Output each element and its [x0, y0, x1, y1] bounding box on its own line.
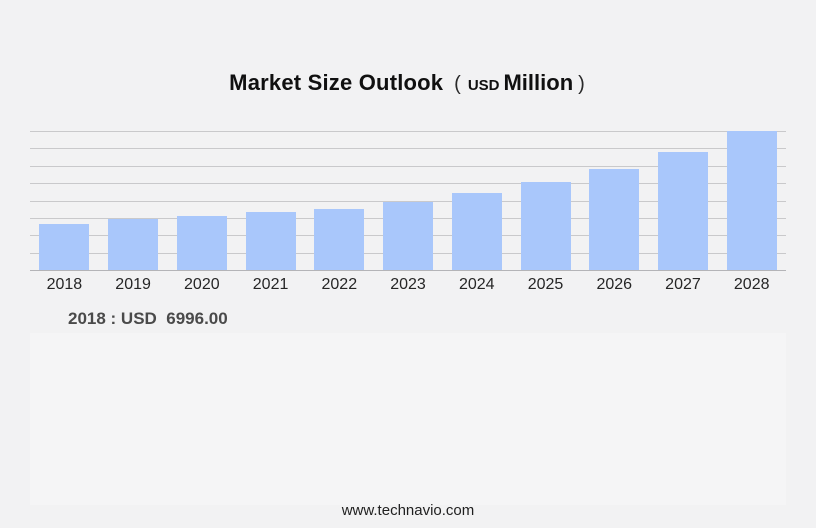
stats-panel: 12.94% 2024 Year-over-Year ACCELERATING … — [30, 333, 786, 505]
bar-slot-2021 — [236, 131, 305, 270]
gridline — [30, 165, 786, 167]
bar-slot-2019 — [99, 131, 168, 270]
bar-2021 — [245, 211, 296, 270]
bar-slot-2023 — [374, 131, 443, 270]
base-year-value: 2018 : USD 6996.00 — [68, 309, 228, 328]
bar-2028 — [726, 131, 777, 270]
bar-2018 — [39, 224, 90, 270]
title-paren-open: ( — [454, 73, 461, 96]
bar-2022 — [314, 208, 365, 270]
bar-slot-2027 — [649, 131, 718, 270]
page-title: Market Size Outlook ( USD Million) — [0, 61, 816, 98]
bar-slot-2018 — [30, 131, 99, 270]
bar-2019 — [108, 219, 159, 270]
x-axis-line — [30, 270, 786, 271]
title-paren-close: ) — [578, 73, 585, 96]
bar-slot-2025 — [511, 131, 580, 270]
bar-slot-2026 — [580, 131, 649, 270]
x-tick-2026: 2026 — [596, 276, 633, 293]
x-tick-2024: 2024 — [458, 276, 495, 293]
title-main: Market Size Outlook — [229, 70, 444, 96]
x-tick-2023: 2023 — [390, 276, 426, 293]
x-tick-2028: 2028 — [733, 276, 770, 293]
x-axis-tick-labels: 2018 2019 2020 2021 2022 2023 2024 2025 2026 2027… — [30, 276, 786, 294]
bar-slot-2020 — [167, 131, 236, 270]
gridline — [30, 200, 786, 202]
bar-slot-2024 — [442, 131, 511, 270]
gridline — [30, 131, 786, 132]
bar-series — [30, 131, 786, 270]
x-tick-2021: 2021 — [252, 276, 289, 293]
bar-2024 — [451, 193, 502, 270]
bar-slot-2022 — [305, 131, 374, 270]
bar-2023 — [383, 201, 434, 270]
x-tick-2018: 2018 — [46, 276, 83, 293]
bar-2025 — [520, 182, 571, 270]
x-tick-2027: 2027 — [665, 276, 701, 293]
x-tick-2022: 2022 — [321, 276, 358, 293]
bar-slot-2028 — [717, 131, 786, 270]
gridline — [30, 183, 786, 185]
website-url: www.technavio.com — [341, 502, 475, 519]
bar-chart-plot-area — [30, 131, 786, 271]
x-tick-2020: 2020 — [184, 276, 220, 293]
title-unit-scale: Million — [503, 70, 574, 96]
bar-2027 — [657, 152, 708, 270]
x-tick-2025: 2025 — [527, 276, 564, 293]
title-unit-currency: USD — [467, 77, 500, 95]
x-tick-2019: 2019 — [115, 276, 151, 293]
bar-2026 — [589, 168, 640, 270]
bar-2020 — [176, 215, 227, 270]
gridline — [30, 148, 786, 150]
